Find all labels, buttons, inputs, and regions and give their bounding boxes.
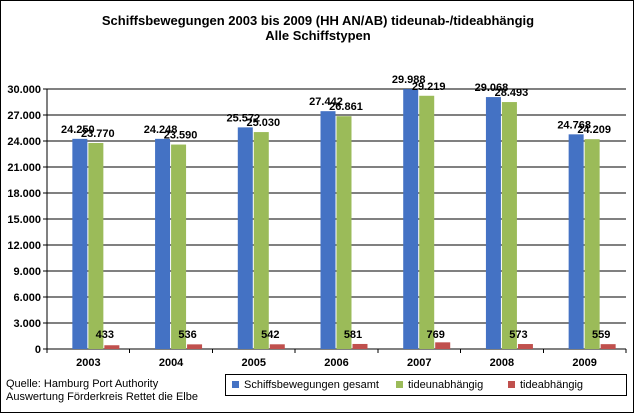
bar-tideabhaengig — [269, 344, 285, 349]
data-label: 24.768 — [557, 119, 591, 131]
bar-gesamt — [237, 127, 253, 349]
y-tick-label: 6.000 — [13, 292, 41, 304]
data-label: 29.219 — [412, 81, 446, 93]
legend-swatch-gesamt — [232, 380, 239, 388]
x-tick-label: 2006 — [324, 357, 348, 369]
data-label: 23.770 — [81, 128, 115, 140]
bar-gesamt — [155, 138, 171, 349]
legend-label-tideabhaengig: tideabhängig — [520, 379, 584, 391]
data-label: 25.572 — [226, 112, 260, 124]
bar-gesamt — [72, 138, 88, 349]
data-label: 542 — [261, 329, 279, 341]
data-label: 24.209 — [577, 124, 611, 136]
data-label: 25.030 — [246, 117, 280, 129]
bar-tideabhaengig — [435, 342, 451, 349]
legend-label-gesamt: Schiffsbewegungen gesamt — [244, 379, 379, 391]
y-tick-label: 12.000 — [7, 240, 41, 252]
bar-tideabhaengig — [517, 344, 533, 349]
bar-tideunabhaengig — [336, 116, 352, 349]
x-tick-label: 2009 — [572, 357, 596, 369]
y-tick-label: 24.000 — [7, 136, 41, 148]
x-tick-label: 2007 — [407, 357, 431, 369]
bar-gesamt — [568, 134, 584, 349]
data-label: 29.068 — [475, 82, 509, 94]
x-tick-label: 2005 — [242, 357, 266, 369]
legend-item-gesamt: Schiffsbewegungen gesamt — [232, 379, 379, 391]
data-label: 24.250 — [61, 124, 95, 136]
bar-tideabhaengig — [104, 345, 120, 349]
chart-subtitle: Alle Schiffstypen — [265, 28, 371, 43]
bar-gesamt — [485, 97, 501, 349]
bar-tideunabhaengig — [253, 132, 269, 349]
y-tick-label: 30.000 — [7, 84, 41, 96]
data-label: 433 — [96, 329, 114, 341]
data-label: 24.248 — [144, 124, 178, 136]
data-label: 559 — [592, 329, 610, 341]
data-label: 26.861 — [329, 101, 363, 113]
data-label: 581 — [344, 329, 362, 341]
data-label: 27.442 — [309, 96, 343, 108]
chart-legend: Schiffsbewegungen gesamt tideunabhängig … — [225, 374, 627, 396]
x-tick-label: 2003 — [76, 357, 100, 369]
bar-tideabhaengig — [600, 344, 616, 349]
data-label: 536 — [178, 329, 196, 341]
x-tick-label: 2008 — [490, 357, 514, 369]
y-tick-label: 0 — [35, 344, 41, 356]
bar-tideabhaengig — [187, 344, 203, 349]
y-tick-label: 18.000 — [7, 188, 41, 200]
data-label: 23.590 — [164, 130, 198, 142]
bar-tideunabhaengig — [501, 102, 517, 349]
chart-title: Schiffsbewegungen 2003 bis 2009 (HH AN/A… — [101, 13, 535, 28]
source-line-1: Quelle: Hamburg Port Authority — [6, 378, 159, 390]
x-tick-label: 2004 — [159, 357, 184, 369]
legend-swatch-tideunabhaengig — [396, 380, 403, 388]
data-label: 28.493 — [495, 87, 529, 99]
bar-gesamt — [320, 111, 336, 349]
legend-swatch-tideabhaengig — [508, 380, 515, 388]
legend-label-tideunabhaengig: tideunabhängig — [408, 379, 484, 391]
source-line-2: Auswertung Förderkreis Rettet die Elbe — [6, 391, 198, 403]
legend-item-tideabhaengig: tideabhängig — [508, 379, 583, 391]
data-label: 573 — [509, 329, 527, 341]
bar-gesamt — [403, 89, 419, 349]
y-tick-label: 15.000 — [7, 214, 41, 226]
y-tick-label: 21.000 — [7, 162, 41, 174]
bar-tideunabhaengig — [171, 144, 187, 349]
y-tick-label: 9.000 — [13, 266, 41, 278]
bar-tideunabhaengig — [419, 95, 435, 349]
bar-tideabhaengig — [352, 343, 368, 349]
bar-tideunabhaengig — [584, 139, 600, 349]
y-tick-label: 27.000 — [7, 110, 41, 122]
data-label: 769 — [427, 329, 445, 341]
bar-tideunabhaengig — [88, 142, 104, 349]
y-tick-label: 3.000 — [13, 318, 41, 330]
data-label: 29.988 — [392, 74, 426, 86]
legend-item-tideunabhaengig: tideunabhängig — [396, 379, 483, 391]
